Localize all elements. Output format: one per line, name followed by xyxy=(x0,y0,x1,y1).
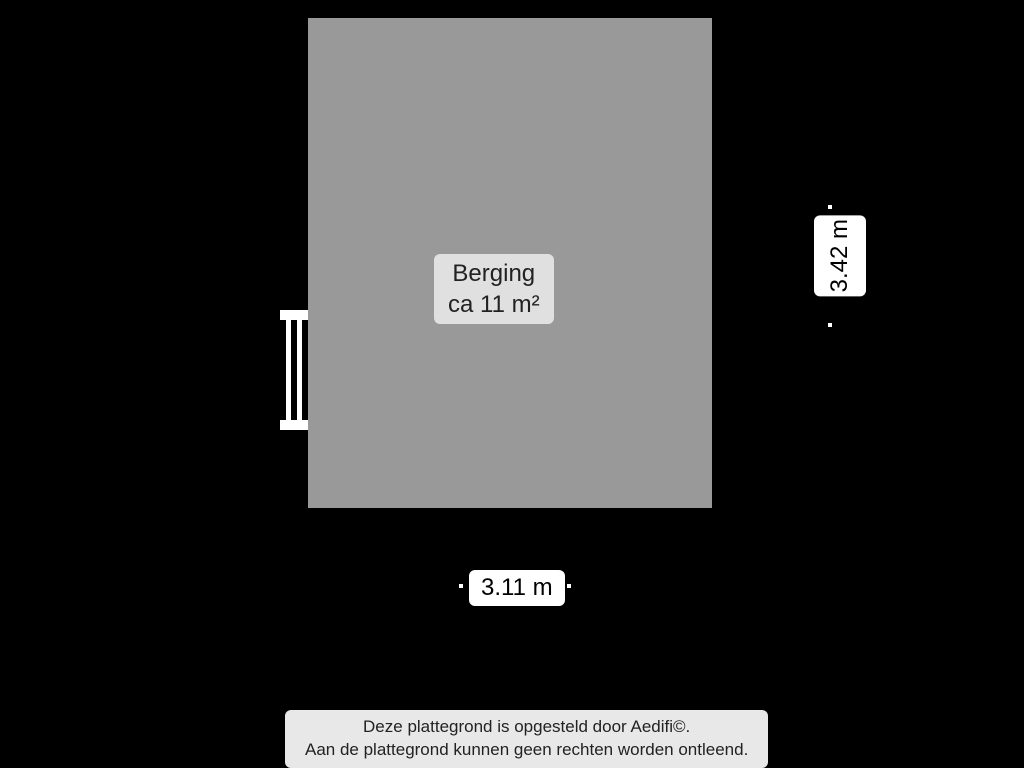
room-name-line1: Berging xyxy=(452,260,535,287)
credit-line2: Aan de plattegrond kunnen geen rechten w… xyxy=(305,740,748,759)
door-left-leaf xyxy=(286,320,291,420)
credit-line1: Deze plattegrond is opgesteld door Aedif… xyxy=(363,717,690,736)
dimension-height-text: 3.42 m xyxy=(826,219,853,292)
dimension-width-label: 3.11 m xyxy=(469,570,565,606)
dim-height-tick-bottom xyxy=(828,323,832,327)
door-cap-bottom xyxy=(280,420,308,430)
dim-width-tick-right xyxy=(567,584,571,588)
dimension-height-label: 3.42 m xyxy=(814,215,866,296)
door-cap-top xyxy=(280,310,308,320)
room-label: Berging ca 11 m² xyxy=(434,254,554,324)
room-name-line2: ca 11 m² xyxy=(448,291,540,318)
credit-box: Deze plattegrond is opgesteld door Aedif… xyxy=(285,710,768,768)
door-right-leaf xyxy=(297,320,302,420)
dim-width-tick-left xyxy=(459,584,463,588)
dimension-width-text: 3.11 m xyxy=(481,574,553,601)
dim-height-tick-top xyxy=(828,205,832,209)
